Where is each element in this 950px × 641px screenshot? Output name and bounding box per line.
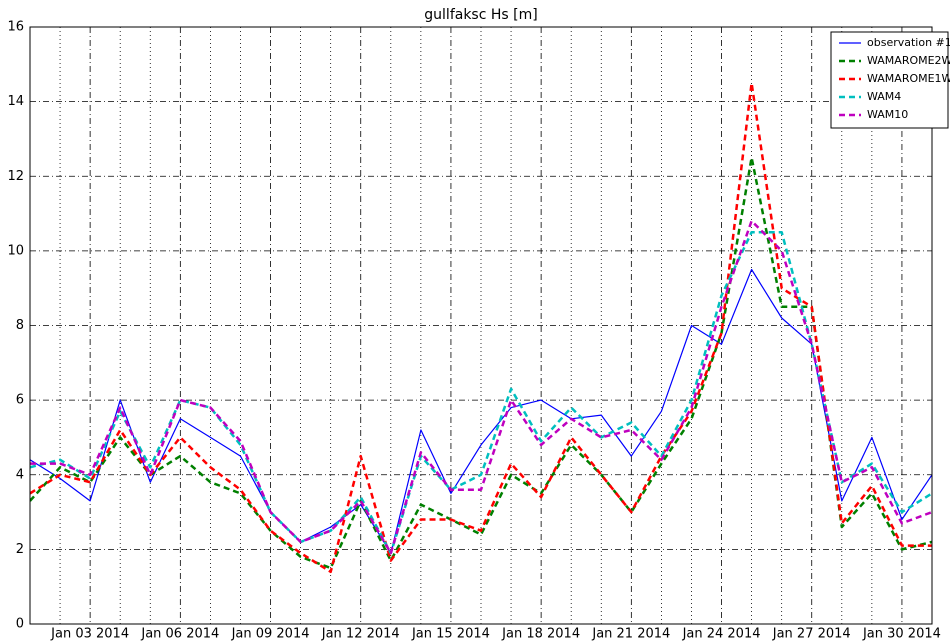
x-tick-label: Jan 18 2014 (501, 627, 580, 641)
y-tick-label: 2 (16, 542, 24, 557)
chart-title: gullfaksc Hs [m] (424, 7, 537, 23)
series-line (30, 219, 932, 555)
y-tick-label: 8 (16, 318, 24, 333)
x-tick-label: Jan 21 2014 (591, 627, 670, 641)
legend-label: WAM4 (867, 90, 901, 103)
x-tick-label: Jan 03 2014 (50, 627, 129, 641)
plot-area (30, 81, 932, 574)
x-tick-label: Jan 30 2014 (862, 627, 941, 641)
series-line (30, 156, 932, 570)
legend-label: WAMAROME2W (867, 54, 950, 67)
y-tick-label: 6 (16, 393, 24, 408)
y-tick-label: 10 (7, 243, 24, 258)
y-tick-label: 4 (16, 467, 24, 482)
y-tick-label: 16 (7, 20, 24, 35)
legend-label: observation #1 (867, 36, 950, 49)
plot-frame (29, 26, 933, 625)
y-tick-label: 12 (7, 169, 24, 184)
series-line (30, 268, 932, 554)
x-tick-label: Jan 27 2014 (772, 627, 851, 641)
x-tick-label: Jan 06 2014 (140, 627, 219, 641)
series-line (30, 230, 932, 555)
y-tick-label: 14 (7, 94, 24, 109)
legend-label: WAMAROME1W (867, 72, 950, 85)
x-tick-label: Jan 09 2014 (231, 627, 310, 641)
y-tick-label: 0 (16, 617, 24, 632)
x-tick-label: Jan 15 2014 (411, 627, 490, 641)
series-line (30, 81, 932, 574)
x-tick-label: Jan 24 2014 (682, 627, 761, 641)
legend-label: WAM10 (867, 108, 908, 121)
x-tick-label: Jan 12 2014 (321, 627, 400, 641)
